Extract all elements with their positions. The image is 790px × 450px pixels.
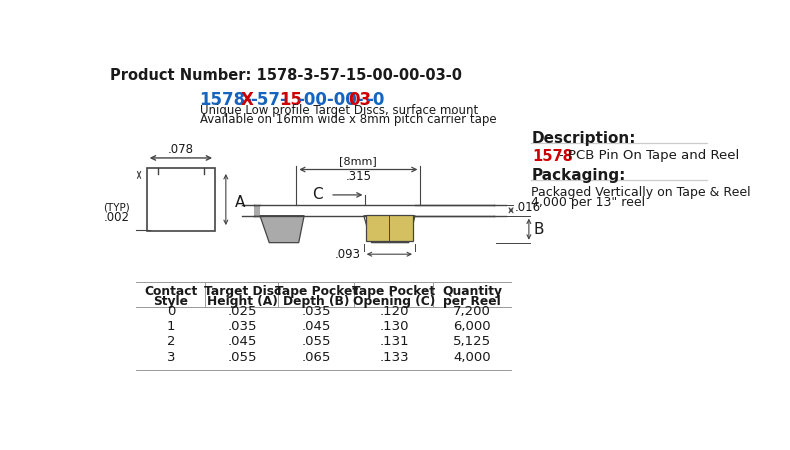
Text: 4,000: 4,000 [453, 351, 491, 364]
Text: 3: 3 [167, 351, 175, 364]
Text: 1: 1 [167, 320, 175, 333]
Text: per Reel: per Reel [443, 295, 501, 308]
Text: .131: .131 [379, 336, 409, 348]
Text: Contact: Contact [145, 285, 198, 298]
Text: Depth (B): Depth (B) [284, 295, 350, 308]
Text: 4,000 per 13" reel: 4,000 per 13" reel [531, 196, 645, 209]
Text: -57-: -57- [250, 91, 288, 109]
Text: Quantity: Quantity [442, 285, 502, 298]
Text: .093: .093 [335, 248, 361, 261]
Text: Target Disc: Target Disc [204, 285, 280, 298]
Text: 15: 15 [279, 91, 302, 109]
Bar [415, 205, 494, 216]
Text: .055: .055 [228, 351, 257, 364]
Text: Available on 16mm wide x 8mm pitch carrier tape: Available on 16mm wide x 8mm pitch carri… [200, 113, 496, 126]
Text: 1578: 1578 [532, 149, 574, 165]
Text: Packaging:: Packaging: [531, 168, 626, 183]
Text: X: X [241, 91, 254, 109]
Text: 7,200: 7,200 [453, 305, 491, 318]
Text: .025: .025 [228, 305, 257, 318]
Text: 5,125: 5,125 [453, 336, 491, 348]
Text: Height (A): Height (A) [207, 295, 277, 308]
Text: 6,000: 6,000 [453, 320, 491, 333]
Text: .130: .130 [379, 320, 408, 333]
Text: -0: -0 [367, 91, 385, 109]
Text: .045: .045 [302, 320, 331, 333]
Bar [254, 205, 260, 216]
Text: .133: .133 [379, 351, 409, 364]
Bar [147, 168, 215, 231]
Text: .002: .002 [103, 211, 130, 224]
Text: [8mm]: [8mm] [340, 157, 378, 166]
Text: Description:: Description: [531, 131, 636, 146]
Bar [304, 205, 364, 216]
Text: C: C [312, 187, 322, 202]
Text: A: A [235, 195, 246, 210]
Text: .315: .315 [345, 170, 371, 183]
Polygon shape [364, 216, 415, 243]
Text: 03: 03 [348, 91, 372, 109]
Text: Packaged Vertically on Tape & Reel: Packaged Vertically on Tape & Reel [531, 186, 750, 198]
Text: 0: 0 [167, 305, 175, 318]
Text: .016: .016 [515, 201, 541, 214]
Text: B: B [533, 222, 544, 237]
Text: Product Number: 1578-3-57-15-00-00-03-0: Product Number: 1578-3-57-15-00-00-03-0 [110, 68, 461, 83]
Text: .065: .065 [302, 351, 331, 364]
Text: .120: .120 [379, 305, 408, 318]
Text: Style: Style [153, 295, 188, 308]
Text: .035: .035 [228, 320, 257, 333]
Polygon shape [260, 216, 304, 243]
Text: .045: .045 [228, 336, 257, 348]
Text: Unique Low profile Target Discs, surface mount: Unique Low profile Target Discs, surface… [200, 104, 478, 117]
Text: (TYP): (TYP) [103, 202, 130, 212]
Text: Tape Pocket: Tape Pocket [352, 285, 435, 298]
Text: .078: .078 [168, 143, 194, 156]
Text: Tape Pocket: Tape Pocket [275, 285, 358, 298]
Text: 1578-: 1578- [200, 91, 253, 109]
Text: .055: .055 [302, 336, 331, 348]
Text: Opening (C): Opening (C) [353, 295, 435, 308]
Text: .035: .035 [302, 305, 331, 318]
Text: - PCB Pin On Tape and Reel: - PCB Pin On Tape and Reel [559, 149, 739, 162]
Text: 2: 2 [167, 336, 175, 348]
Text: -00-00-: -00-00- [297, 91, 363, 109]
Bar [366, 215, 412, 241]
